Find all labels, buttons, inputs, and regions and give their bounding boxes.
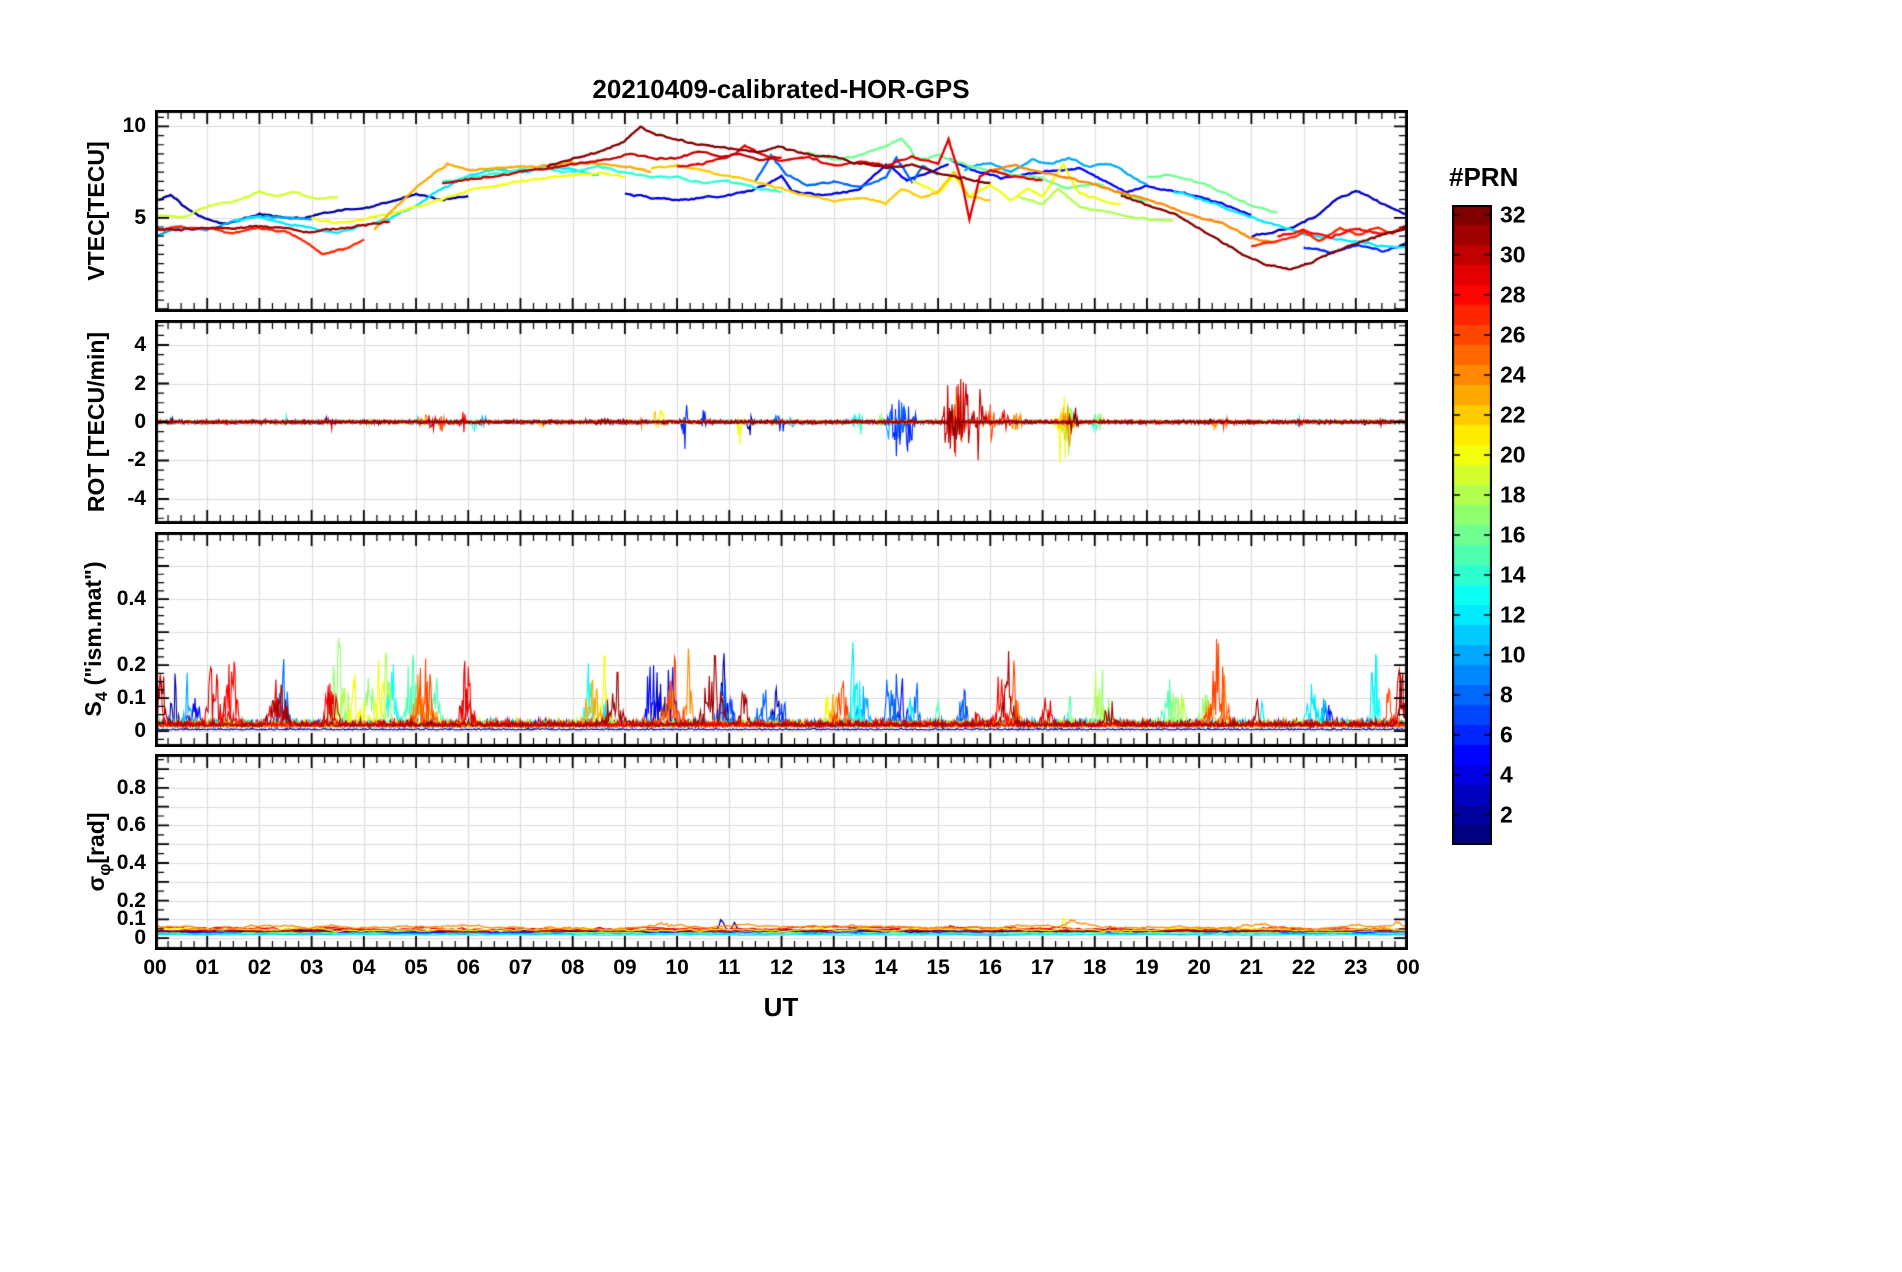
colorbar-tick-label: 14 (1500, 561, 1526, 588)
x-tick-label: 15 (926, 956, 950, 979)
x-axis-label: UT (763, 992, 799, 1022)
colorbar-tick-label: 22 (1500, 401, 1526, 428)
sigma-phi-plot-canvas (155, 754, 1408, 950)
sigma-phi-y-axis-label: σφ[rad] (83, 812, 115, 891)
y-tick-label: 0.6 (116, 813, 146, 837)
colorbar-tick-label: 18 (1500, 481, 1526, 508)
y-tick-label: -2 (127, 448, 146, 472)
x-tick-label: 12 (769, 956, 794, 979)
y-tick-label: 0.8 (116, 775, 146, 799)
x-tick-label: 16 (978, 956, 1003, 979)
colorbar-tick-label: 32 (1500, 201, 1526, 228)
ylabel-text: S (80, 701, 106, 717)
ylabel-text: ROT [TECU/min] (83, 331, 109, 513)
y-tick-label: 0.1 (116, 686, 146, 710)
colorbar-tick-label: 2 (1500, 801, 1513, 828)
x-tick-label: 14 (874, 956, 898, 979)
colorbar-tick-label: 16 (1500, 521, 1526, 548)
x-tick-label: 13 (822, 956, 846, 979)
colorbar-tick-label: 6 (1500, 721, 1513, 748)
colorbar-tick-label: 8 (1500, 681, 1513, 708)
y-tick-label: 10 (122, 114, 146, 138)
s4-plot-canvas (155, 532, 1408, 747)
vtec-plot-canvas (155, 110, 1408, 312)
colorbar-tick-label: 12 (1500, 601, 1526, 628)
x-tick-label: 03 (299, 956, 324, 979)
y-tick-label: 5 (134, 205, 146, 229)
x-tick-label: 20 (1187, 956, 1211, 979)
colorbar-tick-label: 30 (1500, 241, 1526, 268)
rot-plot-canvas (155, 320, 1408, 524)
colorbar (1452, 205, 1492, 845)
x-tick-label: 08 (560, 956, 585, 979)
colorbar-tick-label: 26 (1500, 321, 1526, 348)
colorbar-tick-label: 20 (1500, 441, 1526, 468)
x-tick-label: 00 (1396, 956, 1420, 979)
colorbar-tick-label: 24 (1500, 361, 1526, 388)
x-tick-label: 05 (404, 956, 428, 979)
ylabel-sub: 4 (92, 691, 111, 702)
y-tick-label: 0.4 (116, 850, 146, 874)
x-tick-label: 21 (1239, 956, 1264, 979)
ylabel-text: VTEC[TECU] (83, 141, 109, 281)
colorbar-tick-label: 28 (1500, 281, 1526, 308)
ylabel-post: [rad] (83, 812, 109, 864)
x-tick-label: 09 (613, 956, 637, 979)
y-tick-label: 0 (134, 410, 146, 433)
x-tick-label: 19 (1135, 956, 1159, 979)
ylabel-sub: φ (95, 863, 114, 876)
x-tick-label: 07 (508, 956, 533, 979)
x-tick-label: 18 (1083, 956, 1107, 979)
vtec-y-axis-label: VTEC[TECU] (83, 141, 115, 280)
x-tick-label: 22 (1291, 956, 1316, 979)
y-tick-label: 0.2 (116, 653, 146, 677)
x-tick-label: 23 (1344, 956, 1368, 979)
x-tick-label: 04 (352, 956, 376, 979)
x-tick-label: 06 (456, 956, 480, 979)
colorbar-title: #PRN (1449, 162, 1519, 192)
y-tick-label: 2 (134, 371, 146, 395)
x-tick-label: 00 (143, 956, 167, 979)
y-tick-label: -4 (127, 486, 146, 510)
x-tick-label: 02 (247, 956, 272, 979)
s4-y-axis-label: S4 ("ism.mat") (80, 561, 112, 716)
chart-title: 20210409-calibrated-HOR-GPS (592, 74, 970, 104)
colorbar-tick-label: 4 (1500, 761, 1513, 788)
x-tick-label: 11 (718, 956, 741, 979)
y-tick-label: 0.4 (116, 587, 146, 611)
ylabel-text: σ (83, 875, 109, 892)
ylabel-post: ("ism.mat") (80, 561, 106, 692)
x-tick-label: 17 (1030, 956, 1055, 979)
colorbar-tick-label: 10 (1500, 641, 1526, 668)
y-tick-label: 0.2 (116, 888, 146, 912)
y-tick-label: 4 (134, 333, 146, 357)
y-tick-label: 0 (134, 926, 146, 950)
x-tick-label: 01 (195, 956, 219, 979)
rot-y-axis-label: ROT [TECU/min] (83, 332, 115, 512)
x-tick-label: 10 (665, 956, 689, 979)
y-tick-label: 0.1 (116, 907, 146, 931)
y-tick-label: 0 (134, 719, 146, 743)
